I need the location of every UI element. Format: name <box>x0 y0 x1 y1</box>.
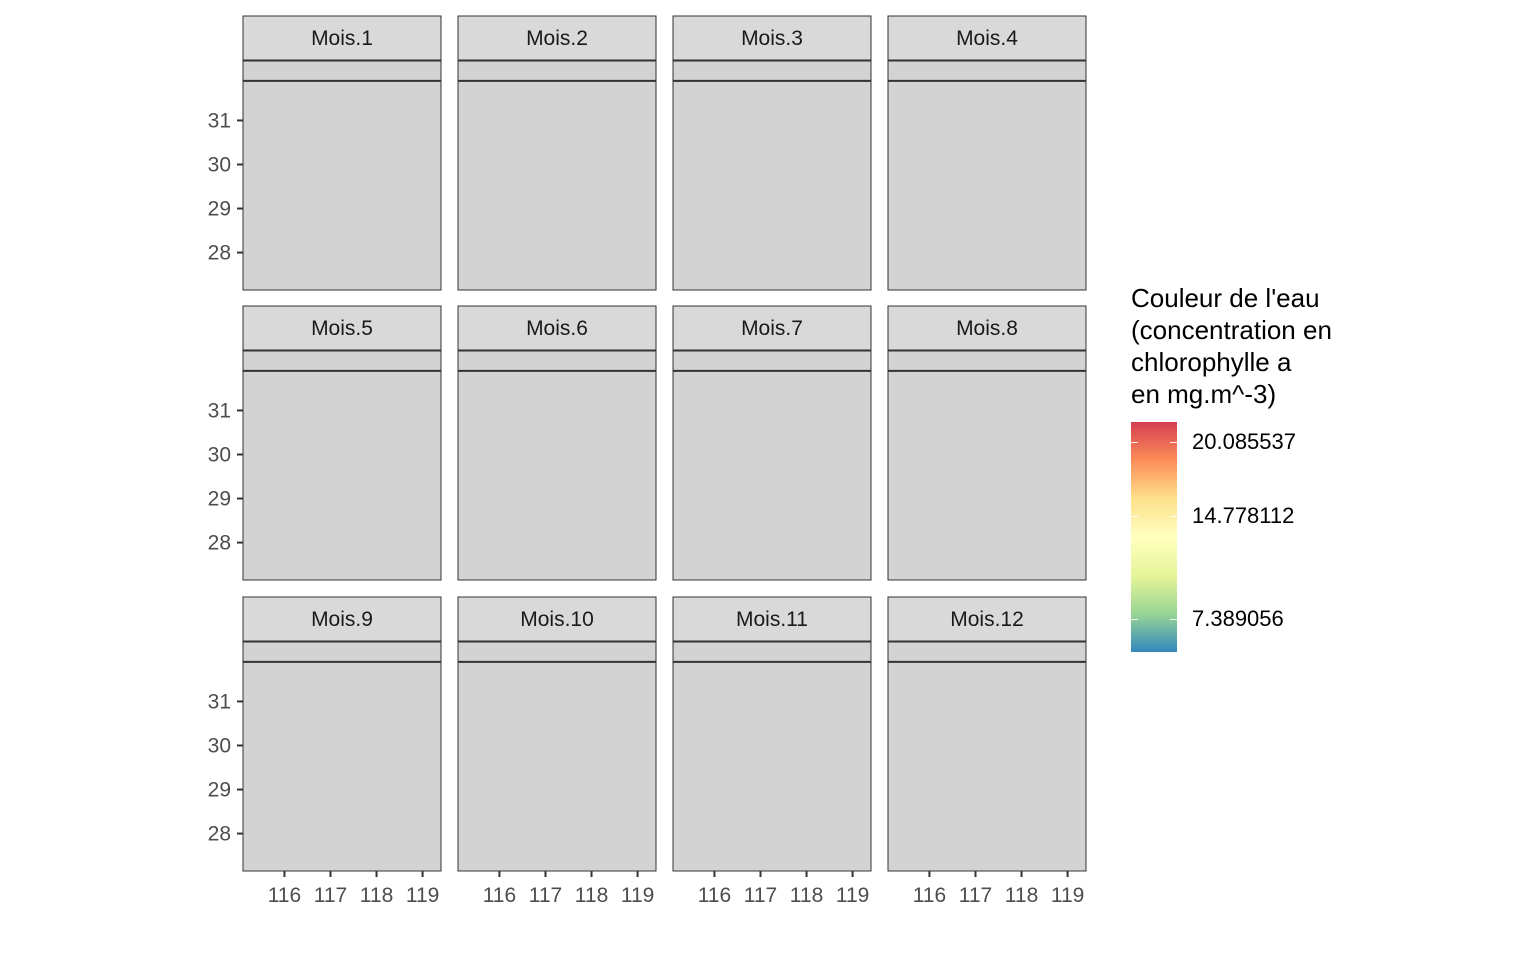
y-tick-label: 30 <box>208 443 231 466</box>
legend-title-line-2: (concentration en <box>1131 315 1332 345</box>
legend-colorbar <box>1131 422 1177 652</box>
facet-strip-label: Mois.4 <box>956 27 1018 50</box>
legend-title: Couleur de l'eau (concentration en chlor… <box>1131 282 1431 410</box>
y-tick-label: 28 <box>208 242 231 265</box>
x-tick-label: 119 <box>406 884 439 907</box>
facet-strip-label: Mois.2 <box>526 27 588 50</box>
facet-10: Mois.10 116 117 118 119 <box>457 596 657 907</box>
x-tick-label: 117 <box>744 884 777 907</box>
legend-tick-left <box>1131 441 1138 443</box>
facet-strip <box>672 15 872 61</box>
x-tick-label: 116 <box>268 884 301 907</box>
facet-1: Mois.1 31 30 29 28 <box>208 15 442 291</box>
facet-4: Mois.4 <box>887 15 1087 291</box>
facet-strip-label: Mois.11 <box>736 608 808 631</box>
y-tick-label: 29 <box>208 488 231 511</box>
facet-strip-label: Mois.10 <box>520 608 594 631</box>
facet-panel <box>672 350 872 581</box>
facet-strip <box>242 596 442 642</box>
y-tick-label: 28 <box>208 532 231 555</box>
facet-strip <box>457 15 657 61</box>
facet-panel <box>457 60 657 291</box>
facet-strip <box>672 596 872 642</box>
x-tick-label: 116 <box>483 884 516 907</box>
facet-panel <box>887 350 1087 581</box>
facet-5: Mois.5 31 30 29 28 <box>208 305 442 581</box>
facet-strip <box>887 305 1087 351</box>
x-tick-label: 117 <box>314 884 347 907</box>
x-tick-label: 119 <box>1051 884 1084 907</box>
x-tick-label: 117 <box>529 884 562 907</box>
facet-strip <box>457 596 657 642</box>
facet-panel <box>242 350 442 581</box>
facet-panel <box>242 60 442 291</box>
legend-title-line-4: en mg.m^-3) <box>1131 379 1277 409</box>
x-tick-label: 119 <box>836 884 869 907</box>
facet-panel <box>242 641 442 872</box>
legend-break-label: 20.085537 <box>1192 428 1296 454</box>
facet-panel <box>457 641 657 872</box>
facet-strip <box>242 305 442 351</box>
facet-panel <box>887 641 1087 872</box>
y-tick-label: 31 <box>208 690 231 713</box>
y-tick-label: 29 <box>208 779 231 802</box>
x-tick-label: 116 <box>698 884 731 907</box>
facet-3: Mois.3 <box>672 15 872 291</box>
facet-panel <box>457 350 657 581</box>
facet-strip-label: Mois.8 <box>956 317 1018 340</box>
facet-6: Mois.6 <box>457 305 657 581</box>
y-tick-label: 30 <box>208 153 231 176</box>
facet-strip-label: Mois.3 <box>741 27 803 50</box>
facet-strip <box>887 596 1087 642</box>
facet-strip <box>887 15 1087 61</box>
x-tick-label: 118 <box>575 884 608 907</box>
y-tick-label: 29 <box>208 198 231 221</box>
legend-title-line-1: Couleur de l'eau <box>1131 283 1320 313</box>
facet-panel <box>672 641 872 872</box>
facet-panel <box>887 60 1087 291</box>
x-tick-label: 118 <box>360 884 393 907</box>
legend-title-line-3: chlorophylle a <box>1131 347 1292 377</box>
legend-tick-right <box>1170 515 1177 517</box>
facet-strip <box>242 15 442 61</box>
facet-strip-label: Mois.7 <box>741 317 803 340</box>
facet-strip-label: Mois.12 <box>950 608 1024 631</box>
facet-strip-label: Mois.1 <box>311 27 373 50</box>
y-tick-label: 31 <box>208 109 231 132</box>
x-tick-label: 116 <box>913 884 946 907</box>
legend: Couleur de l'eau (concentration en chlor… <box>1131 282 1431 654</box>
legend-break-label: 7.389056 <box>1192 605 1284 631</box>
facet-7: Mois.7 <box>672 305 872 581</box>
y-tick-label: 31 <box>208 399 231 422</box>
x-tick-label: 118 <box>1005 884 1038 907</box>
facet-strip <box>672 305 872 351</box>
facet-12: Mois.12 116 117 118 119 <box>887 596 1087 907</box>
x-tick-label: 119 <box>621 884 654 907</box>
legend-colorbar-area: 20.085537 14.778112 7.389056 <box>1131 422 1431 654</box>
x-tick-label: 118 <box>790 884 823 907</box>
legend-tick-left <box>1131 515 1138 517</box>
y-tick-label: 28 <box>208 823 231 846</box>
y-tick-label: 30 <box>208 734 231 757</box>
facet-2: Mois.2 <box>457 15 657 291</box>
facet-strip <box>457 305 657 351</box>
legend-break-label: 14.778112 <box>1192 502 1295 528</box>
facet-strip-label: Mois.6 <box>526 317 588 340</box>
facet-panel <box>672 60 872 291</box>
legend-tick-right <box>1170 441 1177 443</box>
facet-strip-label: Mois.5 <box>311 317 373 340</box>
legend-tick-left <box>1131 618 1138 620</box>
legend-tick-right <box>1170 618 1177 620</box>
facet-8: Mois.8 <box>887 305 1087 581</box>
facet-panels: Mois.1 31 30 29 28 Mois.2 Mois.3 Mois.4 Mois.5 31… <box>208 15 1087 907</box>
facet-9: Mois.9 31 30 29 28 116 117 118 119 <box>208 596 442 907</box>
facet-11: Mois.11 116 117 118 119 <box>672 596 872 907</box>
facet-strip-label: Mois.9 <box>311 608 373 631</box>
x-tick-label: 117 <box>959 884 992 907</box>
